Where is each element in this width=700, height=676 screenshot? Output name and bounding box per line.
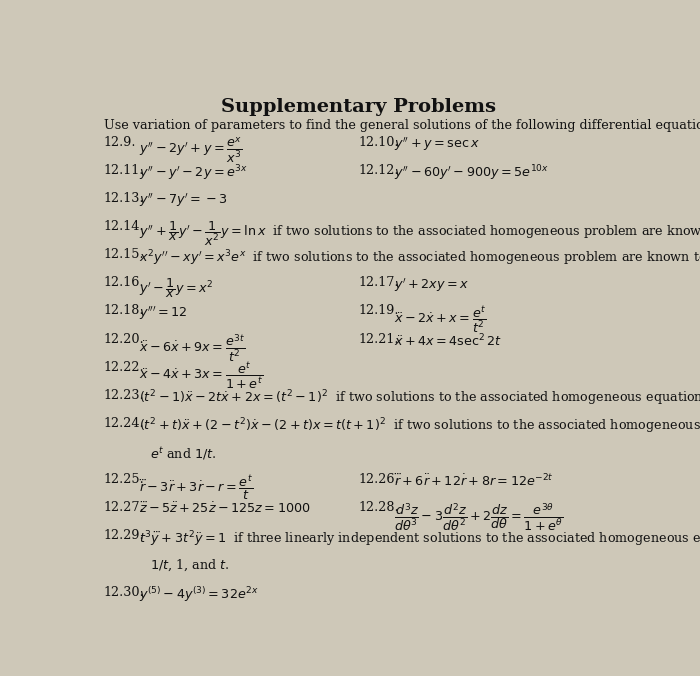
Text: 12.10.: 12.10. (358, 136, 399, 149)
Text: 12.14.: 12.14. (104, 220, 144, 233)
Text: $y^{(5)}-4y^{(3)}=32e^{2x}$: $y^{(5)}-4y^{(3)}=32e^{2x}$ (139, 585, 259, 604)
Text: 12.30.: 12.30. (104, 585, 144, 598)
Text: Supplementary Problems: Supplementary Problems (221, 98, 496, 116)
Text: $\ddot{x}+4x=4\sec^2 2t$: $\ddot{x}+4x=4\sec^2 2t$ (394, 333, 502, 349)
Text: $y'-\dfrac{1}{x}y=x^2$: $y'-\dfrac{1}{x}y=x^2$ (139, 276, 214, 300)
Text: $\ddot{x}-2\dot{x}+x=\dfrac{e^t}{t^2}$: $\ddot{x}-2\dot{x}+x=\dfrac{e^t}{t^2}$ (394, 304, 486, 335)
Text: $t^3\dddot{y}+3t^2\ddot{y}=1$  if three linearly independent solutions to the as: $t^3\dddot{y}+3t^2\ddot{y}=1$ if three l… (139, 529, 700, 549)
Text: 12.25.: 12.25. (104, 473, 144, 486)
Text: $x^2y''-xy'=x^3e^x$  if two solutions to the associated homogeneous problem are : $x^2y''-xy'=x^3e^x$ if two solutions to … (139, 248, 700, 268)
Text: $y''+y=\sec x$: $y''+y=\sec x$ (394, 136, 480, 153)
Text: $y''-60y'-900y=5e^{10x}$: $y''-60y'-900y=5e^{10x}$ (394, 164, 549, 183)
Text: $y''-y'-2y=e^{3x}$: $y''-y'-2y=e^{3x}$ (139, 164, 248, 183)
Text: $y''+\dfrac{1}{x}y'-\dfrac{1}{x^2}y=\ln x$  if two solutions to the associated h: $y''+\dfrac{1}{x}y'-\dfrac{1}{x^2}y=\ln … (139, 220, 700, 248)
Text: 12.24.: 12.24. (104, 417, 144, 430)
Text: 12.28.: 12.28. (358, 501, 400, 514)
Text: $\ddot{x}-6\dot{x}+9x=\dfrac{e^{3t}}{t^2}$: $\ddot{x}-6\dot{x}+9x=\dfrac{e^{3t}}{t^2… (139, 333, 245, 364)
Text: $y''-2y'+y=\dfrac{e^x}{x^3}$: $y''-2y'+y=\dfrac{e^x}{x^3}$ (139, 136, 242, 165)
Text: $y'''=12$: $y'''=12$ (139, 304, 188, 322)
Text: $1/t$, 1, and $t$.: $1/t$, 1, and $t$. (150, 558, 230, 573)
Text: 12.26.: 12.26. (358, 473, 400, 486)
Text: $\dddot{r}-3\ddot{r}+3\dot{r}-r=\dfrac{e^t}{t}$: $\dddot{r}-3\ddot{r}+3\dot{r}-r=\dfrac{e… (139, 473, 253, 502)
Text: $\dfrac{d^3z}{d\theta^3}-3\dfrac{d^2z}{d\theta^2}+2\dfrac{dz}{d\theta}=\dfrac{e^: $\dfrac{d^3z}{d\theta^3}-3\dfrac{d^2z}{d… (394, 501, 564, 533)
Text: $(t^2-1)\ddot{x}-2t\dot{x}+2x=(t^2-1)^2$  if two solutions to the associated hom: $(t^2-1)\ddot{x}-2t\dot{x}+2x=(t^2-1)^2$… (139, 389, 700, 408)
Text: 12.20.: 12.20. (104, 333, 144, 345)
Text: 12.29.: 12.29. (104, 529, 144, 542)
Text: $\dddot{z}-5\ddot{z}+25\dot{z}-125z=1000$: $\dddot{z}-5\ddot{z}+25\dot{z}-125z=1000… (139, 501, 311, 516)
Text: 12.18.: 12.18. (104, 304, 144, 318)
Text: 12.21.: 12.21. (358, 333, 399, 345)
Text: $\dddot{r}+6\ddot{r}+12\dot{r}+8r=12e^{-2t}$: $\dddot{r}+6\ddot{r}+12\dot{r}+8r=12e^{-… (394, 473, 554, 489)
Text: $e^t$ and $1/t$.: $e^t$ and $1/t$. (150, 445, 216, 462)
Text: 12.16.: 12.16. (104, 276, 144, 289)
Text: 12.27.: 12.27. (104, 501, 144, 514)
Text: $y''-7y'=-3$: $y''-7y'=-3$ (139, 192, 228, 210)
Text: 12.19.: 12.19. (358, 304, 399, 318)
Text: Use variation of parameters to find the general solutions of the following diffe: Use variation of parameters to find the … (104, 118, 700, 132)
Text: 12.15.: 12.15. (104, 248, 144, 261)
Text: 12.13.: 12.13. (104, 192, 144, 205)
Text: 12.9.: 12.9. (104, 136, 136, 149)
Text: $\ddot{x}-4\dot{x}+3x=\dfrac{e^t}{1+e^t}$: $\ddot{x}-4\dot{x}+3x=\dfrac{e^t}{1+e^t}… (139, 360, 263, 391)
Text: 12.11.: 12.11. (104, 164, 144, 177)
Text: 12.17.: 12.17. (358, 276, 399, 289)
Text: $y'+2xy=x$: $y'+2xy=x$ (394, 276, 470, 294)
Text: 12.23.: 12.23. (104, 389, 144, 402)
Text: $(t^2+t)\ddot{x}+(2-t^2)\dot{x}-(2+t)x=t(t+1)^2$  if two solutions to the associ: $(t^2+t)\ddot{x}+(2-t^2)\dot{x}-(2+t)x=t… (139, 417, 700, 437)
Text: 12.12.: 12.12. (358, 164, 399, 177)
Text: 12.22.: 12.22. (104, 360, 144, 374)
